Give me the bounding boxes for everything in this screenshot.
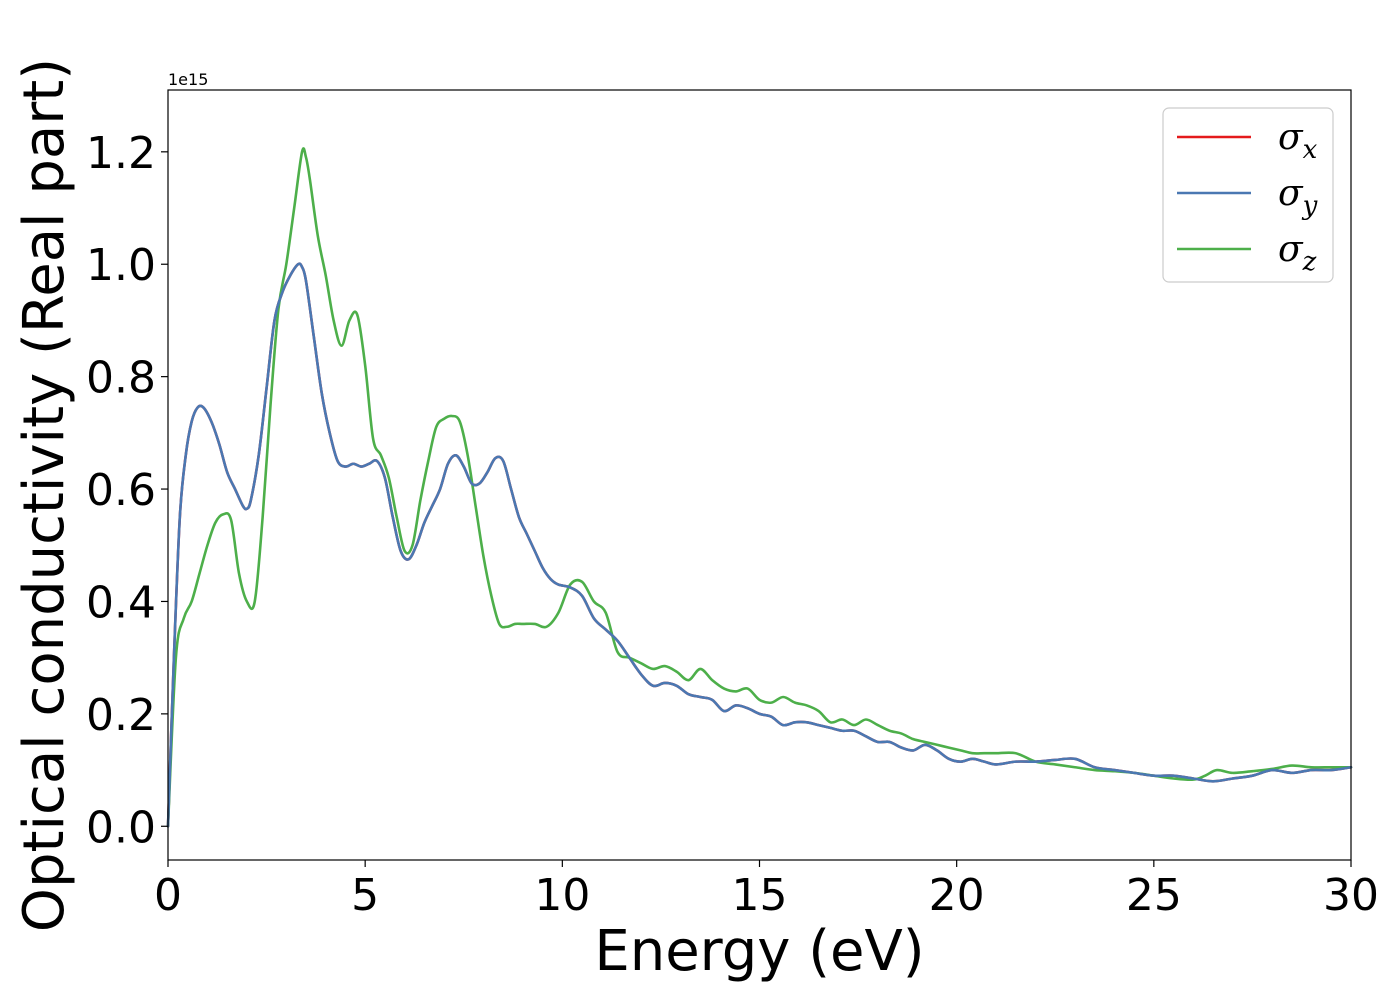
y-tick-label: 1.2 [86, 128, 156, 179]
x-axis-ticks: 0 5 10 15 20 25 30 [154, 860, 1379, 921]
x-tick-label: 20 [929, 870, 985, 921]
x-tick-label: 0 [154, 870, 182, 921]
y-axis-ticks: 0.0 0.2 0.4 0.6 0.8 1.0 1.2 [86, 128, 168, 853]
legend-box [1162, 107, 1334, 283]
series-line-z [166, 147, 1353, 828]
y-tick-label: 0.6 [86, 465, 156, 516]
x-axis-title: Energy (eV) [594, 919, 924, 984]
legend-label-z: σz [1278, 229, 1317, 277]
x-tick-label: 5 [351, 870, 379, 921]
x-tick-label: 10 [534, 870, 590, 921]
y-tick-label: 0.8 [86, 353, 156, 404]
y-tick-label: 0.0 [86, 802, 156, 853]
series-line-y [166, 262, 1353, 828]
series-lines [166, 147, 1353, 828]
legend-label-y: σy [1278, 173, 1318, 221]
x-tick-label: 30 [1323, 870, 1379, 921]
legend-label-x: σx [1278, 117, 1318, 165]
y-tick-label: 0.2 [86, 690, 156, 741]
legend: σx σy σz [1162, 107, 1334, 283]
series-line-x [166, 262, 1353, 828]
y-axis-title: Optical conductivity (Real part) [12, 58, 77, 932]
y-offset-label: 1e15 [168, 70, 208, 89]
y-tick-label: 0.4 [86, 577, 156, 628]
x-tick-label: 15 [732, 870, 788, 921]
x-tick-label: 25 [1126, 870, 1182, 921]
y-tick-label: 1.0 [86, 240, 156, 291]
